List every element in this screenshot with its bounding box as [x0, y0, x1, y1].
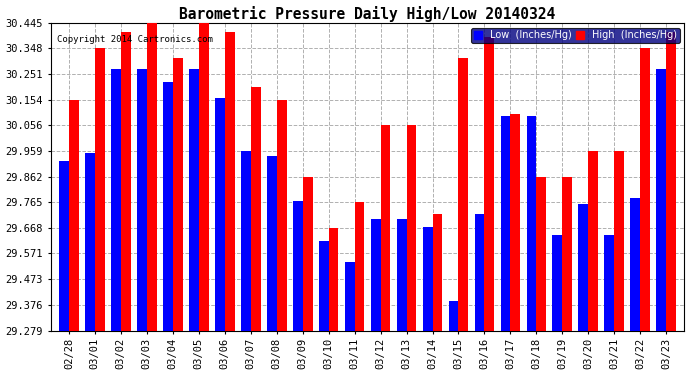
Bar	[500, 117, 511, 330]
Bar	[578, 204, 589, 330]
Bar	[277, 99, 286, 330]
Bar	[241, 151, 250, 330]
Bar	[137, 69, 147, 330]
Bar	[121, 32, 130, 330]
Title: Barometric Pressure Daily High/Low 20140324: Barometric Pressure Daily High/Low 20140…	[179, 6, 555, 21]
Bar	[59, 161, 69, 330]
Bar	[511, 114, 520, 330]
Bar	[448, 301, 458, 330]
Bar	[172, 58, 183, 330]
Bar	[147, 23, 157, 330]
Bar	[406, 125, 416, 330]
Bar	[397, 219, 406, 330]
Legend: Low  (Inches/Hg), High  (Inches/Hg): Low (Inches/Hg), High (Inches/Hg)	[471, 28, 680, 44]
Bar	[562, 177, 572, 330]
Bar	[111, 69, 121, 330]
Bar	[536, 177, 546, 330]
Bar	[526, 117, 536, 330]
Bar	[163, 82, 172, 330]
Bar	[215, 98, 225, 330]
Bar	[614, 151, 624, 330]
Bar	[656, 69, 667, 330]
Bar	[95, 48, 105, 330]
Bar	[667, 32, 676, 330]
Bar	[553, 235, 562, 330]
Bar	[69, 99, 79, 330]
Text: Copyright 2014 Cartronics.com: Copyright 2014 Cartronics.com	[57, 35, 213, 44]
Bar	[267, 156, 277, 330]
Bar	[225, 32, 235, 330]
Bar	[371, 219, 381, 330]
Bar	[381, 125, 391, 330]
Bar	[189, 69, 199, 330]
Bar	[319, 240, 328, 330]
Bar	[293, 201, 303, 330]
Bar	[328, 228, 339, 330]
Bar	[631, 198, 640, 330]
Bar	[604, 235, 614, 330]
Bar	[484, 37, 494, 330]
Bar	[475, 214, 484, 330]
Bar	[640, 48, 650, 330]
Bar	[85, 153, 95, 330]
Bar	[589, 151, 598, 330]
Bar	[303, 177, 313, 330]
Bar	[250, 87, 261, 330]
Bar	[345, 262, 355, 330]
Bar	[433, 214, 442, 330]
Bar	[199, 23, 208, 330]
Bar	[458, 58, 469, 330]
Bar	[423, 227, 433, 330]
Bar	[355, 202, 364, 330]
